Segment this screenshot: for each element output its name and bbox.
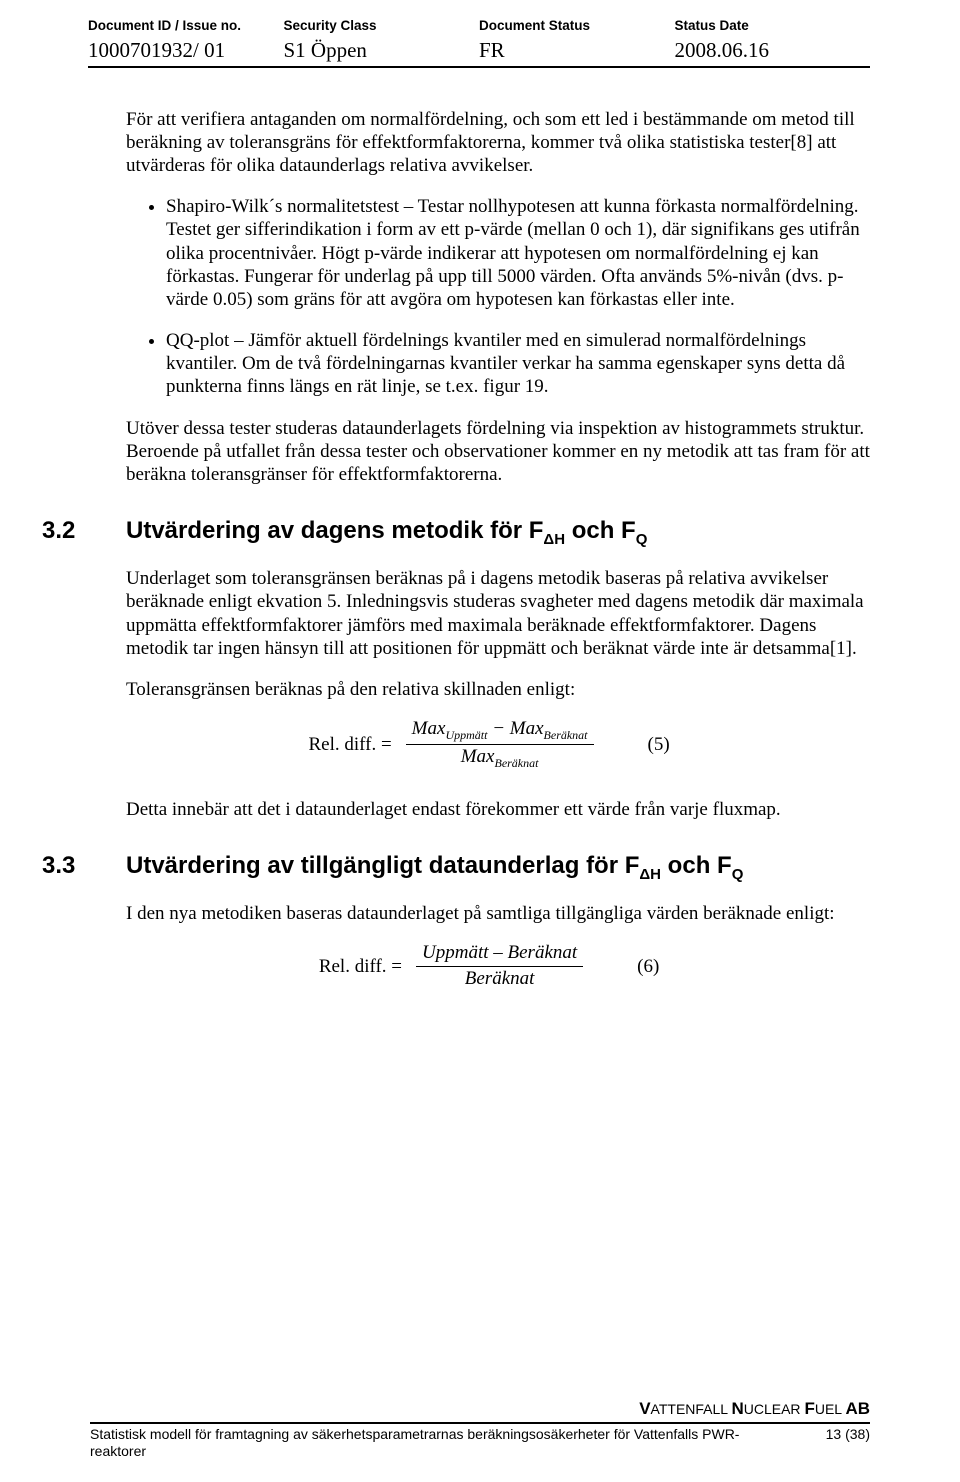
- eq-denominator: Beräknat: [459, 969, 541, 990]
- section-title-text: och F: [565, 517, 636, 544]
- footer-row: Statistisk modell för framtagning av säk…: [90, 1426, 870, 1460]
- section-title: Utvärdering av dagens metodik för FΔH oc…: [126, 516, 647, 549]
- document-header: Document ID / Issue no. Security Class D…: [88, 18, 870, 68]
- section-title-text: Utvärdering av tillgängligt dataunderlag…: [126, 852, 639, 879]
- sec33-p1: I den nya metodiken baseras dataunderlag…: [126, 902, 870, 925]
- hdr-label-secclass: Security Class: [284, 18, 480, 34]
- footer-company-text: UCLEAR: [744, 1401, 805, 1417]
- after-bullets-paragraph: Utöver dessa tester studeras dataunderla…: [126, 417, 870, 487]
- sec32-p1: Underlaget som toleransgränsen beräknas …: [126, 567, 870, 660]
- eq-numerator: MaxUppmätt − MaxBeräknat: [406, 719, 594, 742]
- sec32-p3: Detta innebär att det i dataunderlaget e…: [126, 798, 870, 821]
- list-item: Shapiro-Wilk´s normalitetstest – Testar …: [166, 195, 870, 311]
- section-title-sub: Q: [732, 866, 744, 883]
- eq-term: Max: [412, 718, 446, 739]
- eq-subscript: Beräknat: [544, 728, 588, 742]
- eq-subscript: Uppmätt: [445, 728, 487, 742]
- hdr-val-date: 2008.06.16: [675, 34, 871, 63]
- eq-lead: Rel. diff. =: [308, 733, 391, 756]
- footer-doc-title: Statistisk modell för framtagning av säk…: [90, 1426, 740, 1460]
- hdr-val-secclass: S1 Öppen: [284, 34, 480, 63]
- header-values-row: 1000701932/ 01 S1 Öppen FR 2008.06.16: [88, 34, 870, 63]
- sec32-p2: Toleransgränsen beräknas på den relativa…: [126, 678, 870, 701]
- section-title-sub: Q: [636, 531, 648, 548]
- eq-denominator: MaxBeräknat: [455, 747, 545, 770]
- eq-subscript: Beräknat: [494, 756, 538, 770]
- test-list: Shapiro-Wilk´s normalitetstest – Testar …: [126, 195, 870, 398]
- footer-page-number: 13 (38): [826, 1426, 870, 1460]
- eq-fraction: Uppmätt – Beräknat Beräknat: [416, 943, 583, 990]
- eq-minus: −: [492, 718, 505, 739]
- hdr-label-docid: Document ID / Issue no.: [88, 18, 284, 34]
- equation-5: Rel. diff. = MaxUppmätt − MaxBeräknat Ma…: [126, 719, 870, 770]
- eq-term: Max: [510, 718, 544, 739]
- hdr-val-status: FR: [479, 34, 675, 63]
- equation-number: (6): [637, 955, 677, 978]
- footer-company-text: UEL: [815, 1401, 846, 1417]
- eq-term: Max: [461, 746, 495, 767]
- section-title-sub: ΔH: [543, 531, 565, 548]
- section-3-2-heading: 3.2 Utvärdering av dagens metodik för FΔ…: [88, 516, 870, 549]
- footer-company-text: ATTENFALL: [651, 1401, 732, 1417]
- footer-company-initial: V: [639, 1399, 650, 1418]
- hdr-label-status: Document Status: [479, 18, 675, 34]
- hdr-label-date: Status Date: [675, 18, 871, 34]
- intro-paragraph: För att verifiera antaganden om normalfö…: [126, 108, 870, 178]
- section-3-3-heading: 3.3 Utvärdering av tillgängligt dataunde…: [88, 851, 870, 884]
- list-item: QQ-plot – Jämför aktuell fördelnings kva…: [166, 329, 870, 399]
- eq-fraction: MaxUppmätt − MaxBeräknat MaxBeräknat: [406, 719, 594, 770]
- eq-lead: Rel. diff. =: [319, 955, 402, 978]
- eq-numerator: Uppmätt – Beräknat: [416, 943, 583, 964]
- equation-number: (5): [648, 733, 688, 756]
- section-number: 3.2: [42, 516, 126, 545]
- page-footer: VATTENFALL NUCLEAR FUEL AB Statistisk mo…: [90, 1399, 870, 1460]
- hdr-val-docid: 1000701932/ 01: [88, 34, 284, 63]
- footer-company-initial: F: [804, 1399, 814, 1418]
- section-number: 3.3: [42, 851, 126, 880]
- fraction-bar: [416, 966, 583, 967]
- header-labels-row: Document ID / Issue no. Security Class D…: [88, 18, 870, 34]
- footer-company-initial: AB: [845, 1399, 870, 1418]
- section-title-sub: ΔH: [639, 866, 661, 883]
- footer-company-initial: N: [731, 1399, 743, 1418]
- section-title: Utvärdering av tillgängligt dataunderlag…: [126, 851, 743, 884]
- fraction-bar: [406, 744, 594, 745]
- footer-company: VATTENFALL NUCLEAR FUEL AB: [90, 1399, 870, 1420]
- equation-6: Rel. diff. = Uppmätt – Beräknat Beräknat…: [126, 943, 870, 990]
- footer-rule: [90, 1422, 870, 1424]
- section-title-text: Utvärdering av dagens metodik för F: [126, 517, 543, 544]
- page-content: För att verifiera antaganden om normalfö…: [88, 68, 870, 991]
- section-title-text: och F: [661, 852, 732, 879]
